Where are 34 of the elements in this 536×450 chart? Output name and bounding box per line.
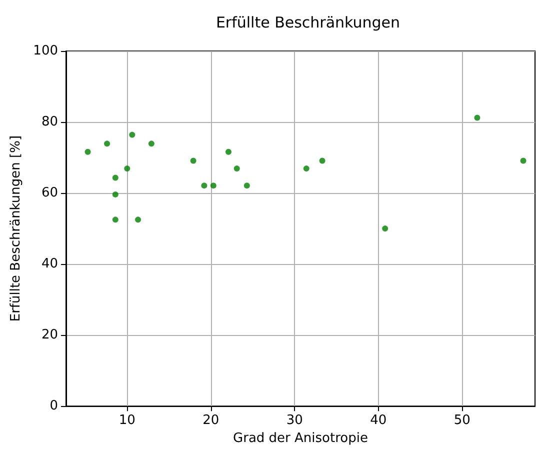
y-axis-title: Erfüllte Beschränkungen [%]: [8, 135, 24, 322]
point: [225, 148, 232, 155]
x-tick-label: 30: [286, 413, 303, 428]
x-axis-title: Grad der Anisotropie: [233, 431, 368, 446]
point: [520, 158, 526, 164]
point: [84, 148, 91, 155]
y-tick-label: 100: [33, 44, 58, 58]
point: [201, 182, 208, 189]
point: [382, 226, 388, 232]
point: [303, 166, 310, 172]
y-tick-label: 60: [41, 186, 58, 201]
point: [124, 166, 130, 172]
point: [112, 174, 118, 181]
y-tick-label: 80: [41, 114, 58, 130]
x-tick-label: 50: [454, 413, 470, 428]
x-tick-label: 10: [118, 413, 136, 428]
point: [474, 114, 480, 121]
point: [244, 182, 250, 189]
x-tick-label: 40: [370, 413, 387, 428]
point: [112, 216, 118, 223]
chart-title: Erfüllte Beschränkungen: [216, 14, 400, 32]
point: [129, 132, 136, 138]
point: [234, 166, 240, 172]
point: [319, 158, 326, 164]
y-tick-label: 40: [41, 256, 58, 272]
point: [210, 182, 216, 189]
point: [104, 140, 110, 147]
point: [190, 158, 196, 164]
point: [112, 191, 118, 198]
y-tick-label: 20: [41, 328, 58, 343]
point: [135, 216, 142, 223]
point: [148, 140, 154, 147]
y-tick-label: 0: [50, 398, 58, 414]
x-tick-label: 20: [202, 413, 220, 428]
